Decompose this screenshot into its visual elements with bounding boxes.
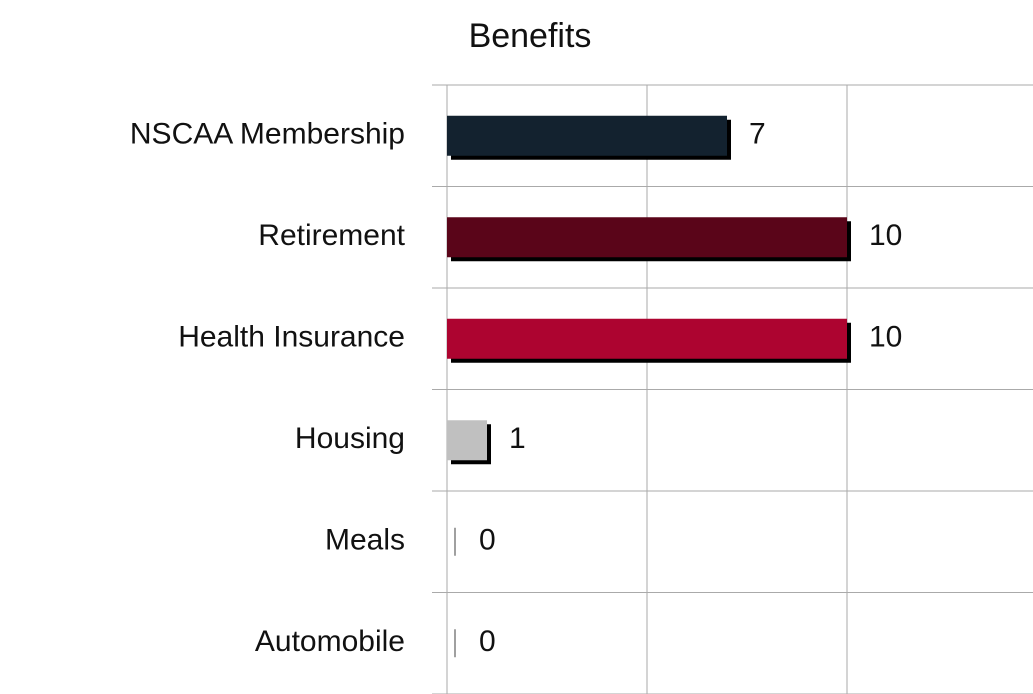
value-label: 1 <box>509 422 526 455</box>
chart-title: Benefits <box>469 17 592 55</box>
value-label: 10 <box>869 321 902 354</box>
bar <box>447 420 487 461</box>
y-tick-label: Automobile <box>255 625 405 658</box>
y-tick-label: Meals <box>325 524 405 557</box>
y-tick-label: Housing <box>295 422 405 455</box>
value-label: 0 <box>479 524 496 557</box>
value-label: 7 <box>749 118 766 151</box>
bar <box>447 217 847 258</box>
bar <box>447 318 847 359</box>
value-label: 10 <box>869 219 902 252</box>
y-tick-label: Health Insurance <box>178 321 405 354</box>
y-tick-label: NSCAA Membership <box>130 118 405 151</box>
value-label: 0 <box>479 625 496 658</box>
y-tick-label: Retirement <box>258 219 405 252</box>
bar <box>447 115 727 156</box>
